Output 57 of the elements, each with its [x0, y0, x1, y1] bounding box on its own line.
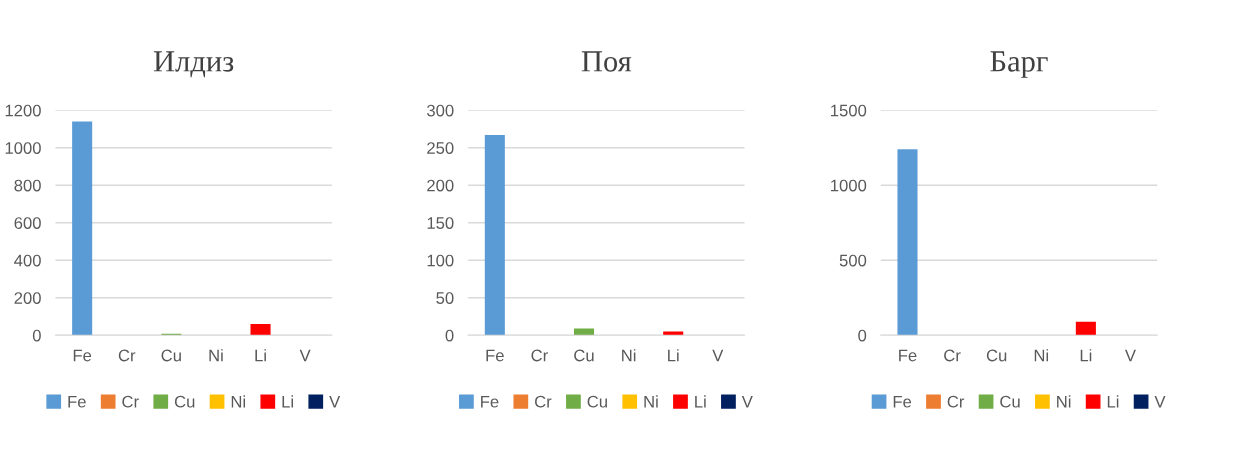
- legend-label: V: [1154, 395, 1166, 408]
- x-tick-label: Cr: [944, 349, 961, 362]
- y-tick-label: 600: [14, 217, 41, 229]
- x-tick-label: Ni: [622, 349, 636, 362]
- y-tick-label: 1500: [831, 104, 867, 117]
- x-tick-label: Li: [668, 349, 679, 362]
- x-tick-label: Li: [255, 349, 266, 362]
- y-tick-label: 250: [427, 142, 454, 154]
- y-tick-label: 200: [427, 179, 454, 192]
- legend-label: Li: [695, 395, 706, 408]
- x-tick-label: Cu: [986, 349, 1007, 362]
- legend-label: Ni: [1057, 395, 1071, 408]
- legend-label: Cr: [947, 395, 965, 408]
- x-tick-label: V: [299, 349, 311, 362]
- y-tick-label: 1000: [831, 179, 867, 192]
- y-tick-label: 0: [445, 329, 454, 342]
- x-tick-label: Fe: [899, 349, 917, 362]
- chart-title: Поя: [581, 51, 632, 72]
- y-tick-label: 0: [858, 329, 867, 342]
- legend-label: Fe: [893, 395, 912, 408]
- legend-label: Cr: [122, 395, 139, 408]
- x-tick-label: Fe: [73, 349, 92, 362]
- legend-label: V: [741, 395, 753, 408]
- x-tick-label: Fe: [486, 349, 504, 362]
- y-tick-label: 1200: [5, 104, 41, 117]
- x-tick-label: Ni: [1034, 349, 1049, 362]
- chart-title: Илдиз: [153, 51, 234, 78]
- x-tick-label: Ni: [209, 349, 223, 362]
- x-tick-label: Cr: [118, 349, 136, 362]
- y-tick-label: 50: [436, 292, 454, 304]
- y-tick-label: 200: [14, 292, 41, 304]
- x-tick-label: Cr: [531, 349, 548, 362]
- x-tick-label: Cu: [161, 349, 181, 362]
- legend-label: Ni: [644, 395, 658, 408]
- y-tick-label: 500: [839, 254, 867, 267]
- chart-title: Барг: [990, 51, 1048, 78]
- legend-label: Li: [282, 395, 293, 408]
- legend-label: Li: [1107, 395, 1119, 408]
- legend-label: Cu: [587, 395, 607, 408]
- legend-label: Cr: [535, 395, 552, 408]
- y-tick-label: 100: [427, 254, 454, 267]
- y-tick-label: 0: [32, 329, 41, 342]
- y-tick-label: 400: [14, 254, 41, 267]
- x-tick-label: Li: [1080, 349, 1092, 362]
- y-tick-label: 800: [14, 179, 41, 192]
- y-tick-label: 300: [427, 104, 454, 117]
- legend-label: V: [329, 395, 341, 408]
- legend-label: Cu: [1000, 395, 1020, 408]
- legend-label: Fe: [68, 395, 86, 408]
- legend-label: Fe: [481, 395, 499, 408]
- y-tick-label: 1000: [5, 142, 41, 154]
- x-tick-label: V: [1124, 349, 1136, 362]
- x-tick-label: Cu: [574, 349, 594, 362]
- y-tick-label: 150: [427, 217, 454, 229]
- legend-label: Cu: [174, 395, 195, 408]
- x-tick-label: V: [712, 349, 724, 362]
- legend-label: Ni: [231, 395, 246, 408]
